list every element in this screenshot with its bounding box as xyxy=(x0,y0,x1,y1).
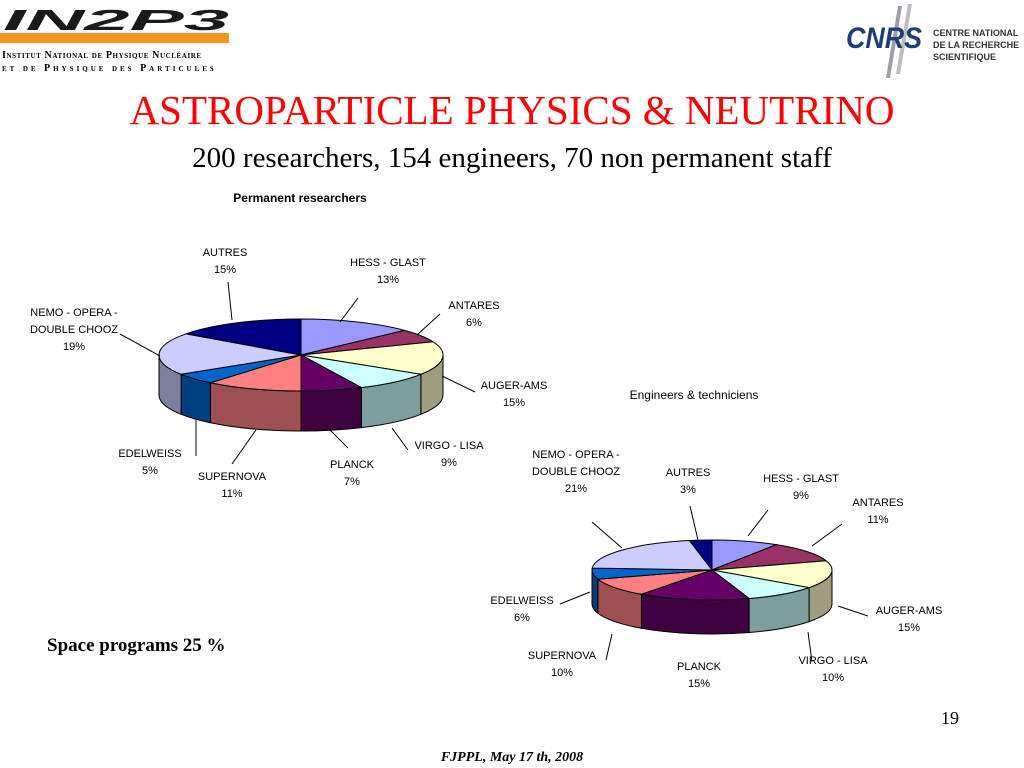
slice-label-nemo-opera-double-chooz: NEMO - OPERA -DOUBLE CHOOZ 19% xyxy=(30,307,118,353)
pie-slice-auger-ams xyxy=(300,341,444,375)
leader-line-hess-glast xyxy=(747,509,769,537)
leader-line-edelweiss xyxy=(559,591,591,605)
slice-label-antares: ANTARES 6% xyxy=(448,300,499,329)
in2p3-accent-bar xyxy=(0,33,229,43)
slice-label-planck: PLANCK 7% xyxy=(330,459,375,488)
cnrs-name-line-2: DE LA RECHERCHE xyxy=(933,40,1020,50)
in2p3-wordmark: IN2P3 xyxy=(3,5,229,33)
leader-line-nemo-opera-double-chooz xyxy=(591,521,623,549)
slide-title: ASTROPARTICLE PHYSICS & NEUTRINO xyxy=(129,87,895,133)
leader-line-auger-ams xyxy=(441,375,476,393)
cnrs-logo: CNRS xyxy=(846,4,922,78)
slice-label-supernova: SUPERNOVA 10% xyxy=(528,650,597,679)
pie-side-planck xyxy=(300,387,362,432)
leader-line-planck xyxy=(329,429,349,449)
leader-line-nemo-opera-double-chooz xyxy=(119,333,161,357)
pie-slice-hess-glast xyxy=(300,318,405,356)
slice-label-virgo-lisa: VIRGO - LISA 9% xyxy=(414,440,484,469)
leader-line-antares xyxy=(811,523,843,547)
slice-label-autres: AUTRES 3% xyxy=(666,467,711,496)
leader-line-supernova xyxy=(231,429,257,465)
slice-label-antares: ANTARES 11% xyxy=(852,497,903,526)
leader-line-virgo-lisa xyxy=(807,631,813,663)
pie-slice-virgo-lisa xyxy=(300,354,423,389)
slice-label-auger-ams: AUGER-AMS 15% xyxy=(481,380,548,409)
pie-chart-title: Engineers & techniciens xyxy=(630,388,759,402)
slice-label-virgo-lisa: VIRGO - LISA 10% xyxy=(798,655,868,684)
leader-line-hess-glast xyxy=(339,297,359,323)
cnrs-name-line-3: SCIENTIFIQUE xyxy=(933,52,997,62)
pie-slice-nemo-opera-double-chooz xyxy=(158,333,302,375)
pie-chart-engineers-techniciens: Engineers & techniciens HESS - GLAST 9% ANT… xyxy=(490,388,942,690)
slice-label-supernova: SUPERNOVA 11% xyxy=(198,471,267,500)
slice-label-autres: AUTRES 15% xyxy=(203,247,248,276)
pie-slice-planck xyxy=(639,569,751,601)
pie-slice-nemo-opera-double-chooz xyxy=(591,540,714,571)
leader-line-autres xyxy=(227,281,233,321)
leader-line-autres xyxy=(689,505,699,541)
leader-line-antares xyxy=(417,313,441,335)
pie-chart-title: Permanent researchers xyxy=(233,191,367,205)
in2p3-logo: IN2P3 Institut National de Physique Nucl… xyxy=(0,0,240,80)
slice-label-hess-glast: HESS - GLAST 13% xyxy=(350,257,426,286)
slice-label-edelweiss: EDELWEISS 5% xyxy=(118,448,181,477)
space-programs-note: Space programs 25 % xyxy=(47,635,226,656)
slide-footer: FJPPL, May 17 th, 2008 xyxy=(440,750,584,765)
institute-line-2: et de Physique des Particules xyxy=(2,63,217,74)
slide-subtitle: 200 researchers, 154 engineers, 70 non p… xyxy=(192,142,832,174)
pie-chart-permanent-researchers: Permanent researchers HESS - GLAST 13% ANTA… xyxy=(30,191,547,500)
cnrs-mark: CNRS xyxy=(846,22,922,55)
leader-line-supernova xyxy=(605,633,613,661)
slice-label-auger-ams: AUGER-AMS 15% xyxy=(876,605,943,634)
pie-slice-antares xyxy=(711,544,828,571)
leader-line-virgo-lisa xyxy=(391,427,409,451)
leader-line-auger-ams xyxy=(837,605,869,617)
cnrs-name-line-1: CENTRE NATIONAL xyxy=(933,28,1019,38)
slice-label-hess-glast: HESS - GLAST 9% xyxy=(763,473,839,502)
institute-line-1: Institut National de Physique Nucléaire xyxy=(2,50,202,61)
pie-sides xyxy=(591,569,833,635)
pie-slice-virgo-lisa xyxy=(711,569,812,600)
slice-label-nemo-opera-double-chooz: NEMO - OPERA -DOUBLE CHOOZ 21% xyxy=(532,449,620,495)
slice-label-planck: PLANCK 15% xyxy=(677,661,722,690)
in2p3-wordmark-text: IN2P3 xyxy=(3,5,229,33)
page-number: 19 xyxy=(941,708,959,728)
pie-slice-autres xyxy=(184,318,302,356)
pie-slice-supernova xyxy=(210,354,302,392)
pie-slice-autres xyxy=(688,539,713,572)
pie-slice-auger-ams xyxy=(711,560,833,589)
slice-label-edelweiss: EDELWEISS 6% xyxy=(490,595,553,624)
